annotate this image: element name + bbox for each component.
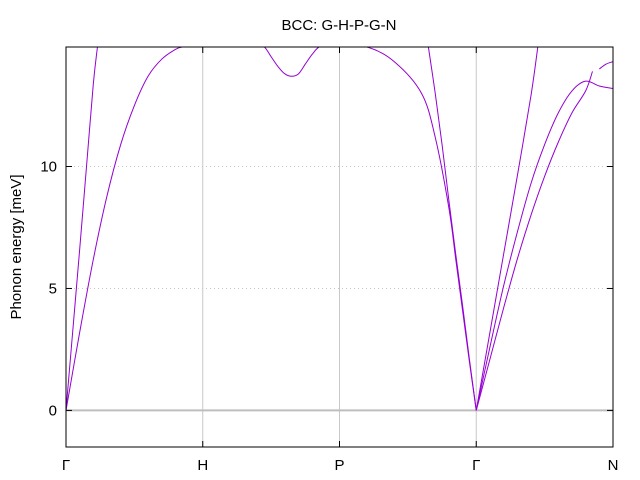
band-line-6 xyxy=(475,71,593,411)
band-line-5 xyxy=(475,80,613,411)
x-tick-label-3: Γ xyxy=(472,457,480,474)
band-line-2 xyxy=(66,47,477,411)
x-tick-label-2: P xyxy=(334,457,344,474)
band-line-1 xyxy=(66,47,98,411)
band-line-4 xyxy=(475,47,539,411)
y-axis-label: Phonon energy [meV] xyxy=(8,174,25,319)
x-tick-label-0: Γ xyxy=(62,457,70,474)
x-tick-label-4: N xyxy=(608,457,619,474)
chart-title: BCC: G-H-P-G-N xyxy=(282,17,397,34)
y-tick-label-10: 10 xyxy=(40,159,57,176)
band-line-3 xyxy=(427,47,477,411)
band-line-7 xyxy=(599,61,613,70)
y-axis-ticks: 0 5 10 xyxy=(40,159,613,419)
grid xyxy=(66,47,613,447)
x-tick-label-1: H xyxy=(197,457,208,474)
band-layer xyxy=(66,47,613,411)
y-tick-label-0: 0 xyxy=(49,402,57,419)
y-tick-label-5: 5 xyxy=(49,280,57,297)
